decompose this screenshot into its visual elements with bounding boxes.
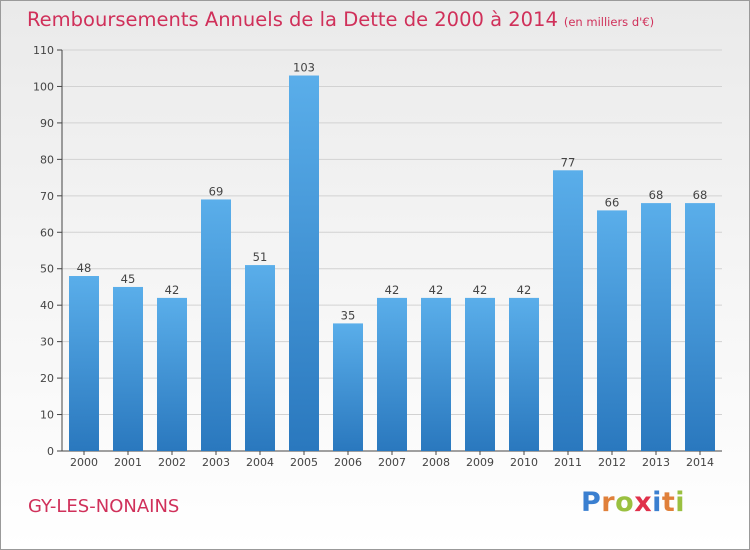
y-tick-label: 10 (40, 409, 54, 422)
commune-name: GY-LES-NONAINS (28, 496, 180, 517)
x-tick-label: 2008 (422, 456, 450, 469)
data-label: 77 (561, 155, 576, 169)
data-label: 66 (605, 195, 620, 209)
data-label: 68 (649, 188, 664, 202)
x-tick-label: 2009 (466, 456, 494, 469)
x-tick-label: 2011 (554, 456, 582, 469)
chart-title: Remboursements Annuels de la Dette de 20… (27, 8, 654, 31)
x-tick-label: 2014 (686, 456, 714, 469)
y-tick-label: 0 (47, 445, 54, 458)
x-tick-label: 2007 (378, 456, 406, 469)
data-label: 42 (385, 283, 400, 297)
y-tick-label: 60 (40, 226, 54, 239)
y-tick-label: 90 (40, 117, 54, 130)
x-tick-label: 2005 (290, 456, 318, 469)
bar (641, 203, 671, 451)
proxiti-logo[interactable]: Proxiti (581, 487, 685, 518)
logo-letter: t (661, 487, 676, 518)
logo-letter: o (615, 487, 635, 518)
bar (509, 297, 539, 451)
bar (421, 297, 451, 451)
data-label: 42 (429, 283, 444, 297)
y-tick-label: 110 (33, 44, 54, 57)
logo-letter: i (675, 487, 686, 518)
data-label: 69 (209, 184, 224, 198)
data-label: 42 (517, 283, 532, 297)
x-tick-label: 2010 (510, 456, 538, 469)
logo-letter: r (601, 487, 616, 518)
bar (289, 75, 319, 451)
x-tick-label: 2003 (202, 456, 230, 469)
y-tick-label: 30 (40, 336, 54, 349)
data-label: 48 (77, 261, 92, 275)
y-tick-label: 40 (40, 299, 54, 312)
x-tick-label: 2006 (334, 456, 362, 469)
data-label: 35 (341, 308, 356, 322)
x-tick-label: 2001 (114, 456, 142, 469)
x-tick-label: 2000 (70, 456, 98, 469)
data-label: 68 (693, 188, 708, 202)
data-label: 45 (121, 272, 136, 286)
data-label: 51 (253, 250, 268, 264)
bar (113, 286, 143, 451)
bar (201, 199, 231, 451)
logo-letter: i (652, 487, 662, 518)
logo-letter: x (634, 487, 653, 518)
y-tick-label: 100 (33, 80, 54, 93)
y-tick-label: 70 (40, 190, 54, 203)
chart-unit: (en milliers d'€) (563, 15, 655, 29)
bar (685, 203, 715, 451)
x-tick-label: 2002 (158, 456, 186, 469)
y-tick-label: 20 (40, 372, 54, 385)
x-tick-label: 2004 (246, 456, 274, 469)
y-tick-label: 50 (40, 263, 54, 276)
x-tick-label: 2012 (598, 456, 626, 469)
bar (465, 297, 495, 451)
bar (553, 170, 583, 452)
bar (69, 276, 99, 451)
logo-letter: P (581, 487, 602, 518)
y-tick-label: 80 (40, 153, 54, 166)
bar (333, 323, 363, 451)
bar (377, 297, 407, 451)
data-label: 42 (165, 283, 180, 297)
chart-title-text: Remboursements Annuels de la Dette de 20… (27, 8, 558, 31)
data-label: 103 (293, 61, 315, 75)
bar (597, 210, 627, 451)
data-label: 42 (473, 283, 488, 297)
bar (245, 265, 275, 451)
bar (157, 297, 187, 451)
x-tick-label: 2013 (642, 456, 670, 469)
